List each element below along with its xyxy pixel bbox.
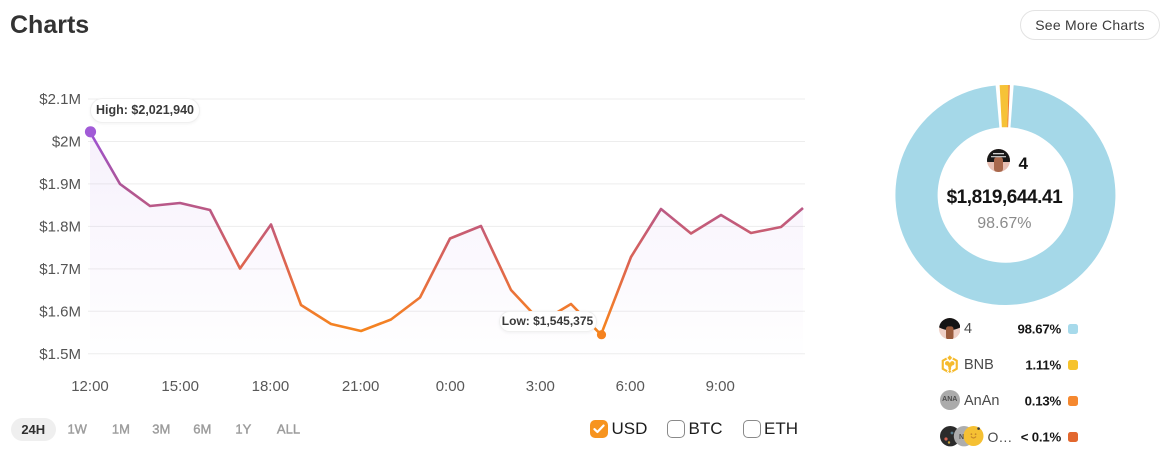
svg-text:$1.7M: $1.7M — [39, 261, 81, 278]
svg-text:9:00: 9:00 — [706, 378, 735, 395]
svg-text:$1.8M: $1.8M — [39, 219, 81, 236]
svg-text:0:00: 0:00 — [436, 378, 465, 395]
svg-text:6:00: 6:00 — [616, 378, 645, 395]
svg-text:3:00: 3:00 — [526, 378, 555, 395]
svg-text:$2M: $2M — [52, 134, 81, 151]
svg-text:18:00: 18:00 — [252, 378, 290, 395]
svg-text:$1.5M: $1.5M — [39, 346, 81, 363]
svg-text:12:00: 12:00 — [71, 378, 109, 395]
svg-text:$1.9M: $1.9M — [39, 176, 81, 193]
svg-text:21:00: 21:00 — [342, 378, 380, 395]
svg-text:15:00: 15:00 — [161, 378, 199, 395]
svg-text:$1.6M: $1.6M — [39, 304, 81, 321]
svg-text:$2.1M: $2.1M — [39, 91, 81, 108]
